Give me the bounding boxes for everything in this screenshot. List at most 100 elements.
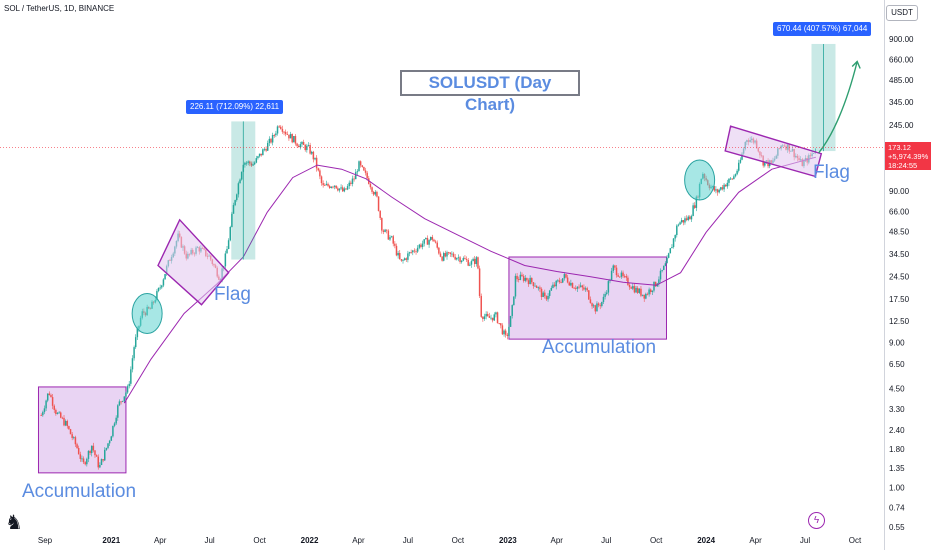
candle-down xyxy=(506,334,509,336)
candle-up xyxy=(641,294,644,296)
candle-up xyxy=(289,134,292,139)
candle-up xyxy=(509,315,512,327)
candle-down xyxy=(94,450,96,456)
candle-down xyxy=(79,454,82,459)
chart-title[interactable]: SOLUSDT (Day Chart) xyxy=(400,70,580,114)
candle-up xyxy=(495,312,497,315)
candle-up xyxy=(620,272,623,277)
candle-down xyxy=(345,188,347,190)
candle-up xyxy=(104,449,106,461)
time-tick-label: Oct xyxy=(849,536,862,545)
time-axis[interactable]: Sep 2021 Apr Jul Oct 2022 Apr Jul Oct 2023 Apr Jul O… xyxy=(38,536,862,545)
candle-up xyxy=(513,296,515,306)
candle-down xyxy=(376,191,378,197)
measure-label-2[interactable]: 670.44 (407.57%) 67,044 xyxy=(773,22,872,36)
candle-up xyxy=(605,292,608,294)
candle-down xyxy=(527,280,530,285)
candle-down xyxy=(288,134,290,139)
candle-up xyxy=(472,258,474,262)
candle-down xyxy=(545,296,548,300)
current-price-badge: 173.12 +5,974.39% 18:24:55 xyxy=(885,142,931,170)
candle-down xyxy=(302,141,305,145)
candle-up xyxy=(446,252,448,257)
candle-down xyxy=(731,178,733,180)
circle-layer xyxy=(131,159,716,335)
candle-up xyxy=(548,290,551,296)
candle-down xyxy=(77,448,80,455)
projection-layer xyxy=(818,60,861,154)
candle-up xyxy=(429,236,432,241)
candle-down xyxy=(539,287,541,289)
candle-down xyxy=(405,258,408,260)
candle-down xyxy=(304,144,306,151)
price-tick-label: 900.00 xyxy=(889,35,914,44)
candle-up xyxy=(680,220,683,223)
candle-up xyxy=(126,386,129,393)
measure-label-1[interactable]: 226.11 (712.09%) 22,611 xyxy=(186,100,284,114)
candle-up xyxy=(576,286,579,289)
label-flag-1[interactable]: Flag xyxy=(214,284,251,305)
candle-down xyxy=(615,267,618,276)
highlight-circle-1 xyxy=(131,293,163,335)
candle-down xyxy=(571,282,574,288)
candle-up xyxy=(64,420,67,426)
candle-down xyxy=(392,236,394,244)
candle-down xyxy=(296,143,298,146)
candle-up xyxy=(358,161,360,172)
candle-down xyxy=(319,170,321,177)
candle-down xyxy=(488,316,491,318)
candle-down xyxy=(50,395,52,398)
candle-down xyxy=(436,242,438,248)
candle-up xyxy=(45,400,47,409)
candle-up xyxy=(271,135,274,143)
price-axis[interactable] xyxy=(884,0,932,550)
candle-down xyxy=(560,282,562,283)
label-accumulation-2[interactable]: Accumulation xyxy=(542,337,657,358)
candle-down xyxy=(250,163,253,166)
candle-down xyxy=(444,253,447,257)
candle-up xyxy=(485,313,487,317)
symbol-header: SOL / TetherUS, 1D, BINANCE xyxy=(4,4,115,13)
price-tick-label: 660.00 xyxy=(889,55,914,64)
time-tick-label: 2023 xyxy=(499,536,517,545)
candle-down xyxy=(53,405,55,410)
candle-down xyxy=(420,244,422,247)
candle-up xyxy=(161,285,163,288)
label-flag-2[interactable]: Flag xyxy=(813,162,850,183)
candle-down xyxy=(438,247,440,254)
candle-down xyxy=(591,303,593,307)
candle-up xyxy=(100,459,103,465)
candle-up xyxy=(86,458,88,465)
candle-up xyxy=(764,161,766,166)
candle-up xyxy=(739,159,742,163)
candle-down xyxy=(517,279,520,281)
candle-down xyxy=(500,323,502,326)
candle-up xyxy=(346,186,349,190)
candle-up xyxy=(451,253,453,255)
candle-down xyxy=(496,312,499,324)
candle-up xyxy=(110,436,113,441)
candle-up xyxy=(384,229,386,232)
candle-up xyxy=(408,252,411,254)
currency-badge[interactable]: USDT xyxy=(886,5,918,21)
tradingview-logo-icon[interactable]: ♞ xyxy=(5,512,23,534)
zone-layer xyxy=(37,256,667,474)
lightning-icon[interactable]: ϟ xyxy=(808,512,825,529)
candle-down xyxy=(260,153,262,156)
price-tick-label: 90.00 xyxy=(889,187,910,196)
candle-up xyxy=(128,383,130,387)
candle-up xyxy=(653,281,655,291)
candle-down xyxy=(713,186,716,191)
candle-up xyxy=(475,257,478,265)
candle-up xyxy=(610,270,613,281)
candle-up xyxy=(550,287,553,291)
candle-up xyxy=(412,250,414,253)
price-axis-ticks[interactable]: 900.00 660.00 485.00 345.00 245.00 90.00 66.00… xyxy=(889,35,914,532)
label-accumulation-1[interactable]: Accumulation xyxy=(22,481,137,502)
candle-down xyxy=(283,131,285,133)
candle-up xyxy=(462,258,465,261)
candle-down xyxy=(350,182,352,184)
bar-countdown: 18:24:55 xyxy=(888,161,918,170)
candle-up xyxy=(299,144,302,148)
